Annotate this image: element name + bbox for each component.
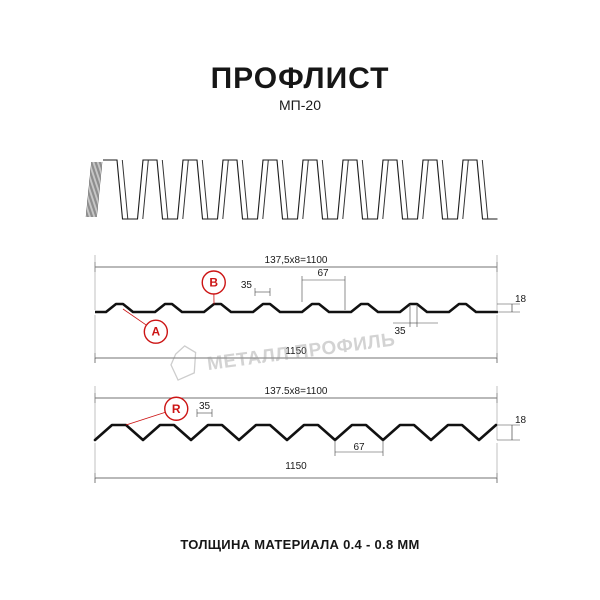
svg-text:МЕТАЛЛ ПРОФИЛЬ: МЕТАЛЛ ПРОФИЛЬ <box>206 329 397 375</box>
